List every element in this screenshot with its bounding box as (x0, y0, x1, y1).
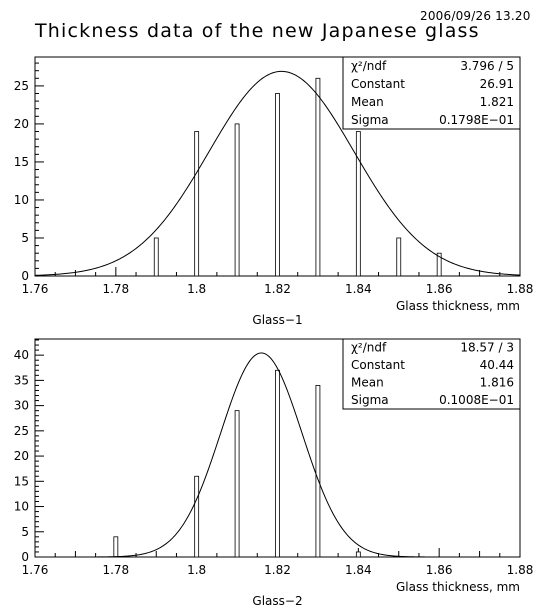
gaussian-fit-curve (35, 352, 520, 558)
histogram-bar (153, 237, 159, 277)
histogram-bar (436, 252, 442, 277)
stats-label: Mean (351, 376, 384, 390)
histogram-panel-1: 1.76 1.78 1.8 1.82 1.84 1.86 1.88 0 5 10 15 20 25 χ²/… (14, 56, 534, 327)
histogram-bar (355, 551, 361, 558)
y-tick-label: 10 (14, 500, 29, 514)
stats-label: Mean (351, 95, 384, 109)
stats-label: Constant (351, 358, 405, 372)
x-axis-label: Glass thickness, mm (396, 580, 520, 594)
histogram-bar (194, 475, 200, 558)
x-tick-label: 1.82 (264, 563, 291, 577)
stats-value: 18.57 / 3 (460, 341, 514, 355)
y-tick-label: 5 (21, 525, 29, 539)
x-tick-label: 1.84 (345, 282, 372, 296)
x-axis-label: Glass thickness, mm (396, 299, 520, 313)
histogram-bar (315, 385, 321, 558)
stats-value: 1.816 (480, 376, 514, 390)
histogram-panel-2: 1.76 1.78 1.8 1.82 1.84 1.86 1.88 0 5 10 15 20 25 30 3… (14, 338, 534, 608)
y-tick-label: 25 (14, 79, 29, 93)
x-tick-label: 1.78 (102, 563, 129, 577)
x-tick-label: 1.88 (507, 282, 534, 296)
histogram-bar (275, 369, 280, 558)
y-tick-label: 30 (14, 399, 29, 413)
histogram-bar (315, 77, 321, 277)
stats-label: Sigma (351, 113, 389, 127)
stats-value: 26.91 (480, 77, 514, 91)
x-tick-label: 1.82 (264, 282, 291, 296)
stats-label: Sigma (351, 393, 389, 407)
x-tick-label: 1.78 (102, 282, 129, 296)
date-time-stamp: 2006/09/26 13.20 (420, 9, 531, 23)
x-tick-label: 1.84 (345, 563, 372, 577)
histogram-bar (234, 123, 240, 277)
stats-value: 3.796 / 5 (460, 59, 514, 73)
page-title: Thickness data of the new Japanese glass (35, 20, 480, 42)
stats-value: 0.1008E−01 (439, 393, 514, 407)
y-tick-label: 10 (14, 193, 29, 207)
gaussian-fit-curve (34, 70, 521, 276)
fit-stats-box: χ²/ndf 18.57 / 3 Constant 40.44 Mean 1.816 Sig… (342, 338, 521, 410)
stats-label: Constant (351, 77, 405, 91)
x-tick-label: 1.76 (22, 563, 49, 577)
histogram-bar (275, 93, 280, 277)
x-tick-label: 1.86 (426, 282, 453, 296)
histogram-bar (396, 237, 402, 277)
panel-name: Glass−1 (252, 313, 302, 327)
y-tick-label: 15 (14, 474, 29, 488)
histogram-bar (113, 536, 119, 558)
histogram-bar (355, 131, 361, 277)
y-tick-label: 35 (14, 373, 29, 387)
histogram-bar (234, 410, 240, 558)
y-tick-label: 0 (21, 269, 29, 283)
stats-box-frame (342, 56, 521, 130)
y-tick-label: 0 (21, 550, 29, 564)
stats-value: 1.821 (480, 95, 514, 109)
histogram-bar (194, 131, 200, 277)
y-tick-label: 40 (14, 348, 29, 362)
x-tick-label: 1.8 (187, 282, 206, 296)
stats-box-frame (342, 338, 521, 410)
y-tick-label: 15 (14, 155, 29, 169)
y-tick-label: 20 (14, 449, 29, 463)
x-tick-label: 1.76 (22, 282, 49, 296)
stats-value: 40.44 (480, 358, 514, 372)
stats-label: χ²/ndf (351, 59, 387, 73)
stats-value: 0.1798E−01 (439, 113, 514, 127)
y-tick-label: 5 (21, 231, 29, 245)
x-tick-label: 1.8 (187, 563, 206, 577)
y-tick-label: 20 (14, 117, 29, 131)
x-tick-label: 1.88 (507, 563, 534, 577)
stats-label: χ²/ndf (351, 341, 387, 355)
x-tick-label: 1.86 (426, 563, 453, 577)
y-tick-label: 25 (14, 424, 29, 438)
panel-name: Glass−2 (252, 594, 302, 608)
fit-stats-box: χ²/ndf 3.796 / 5 Constant 26.91 Mean 1.821 Sig… (342, 56, 521, 130)
